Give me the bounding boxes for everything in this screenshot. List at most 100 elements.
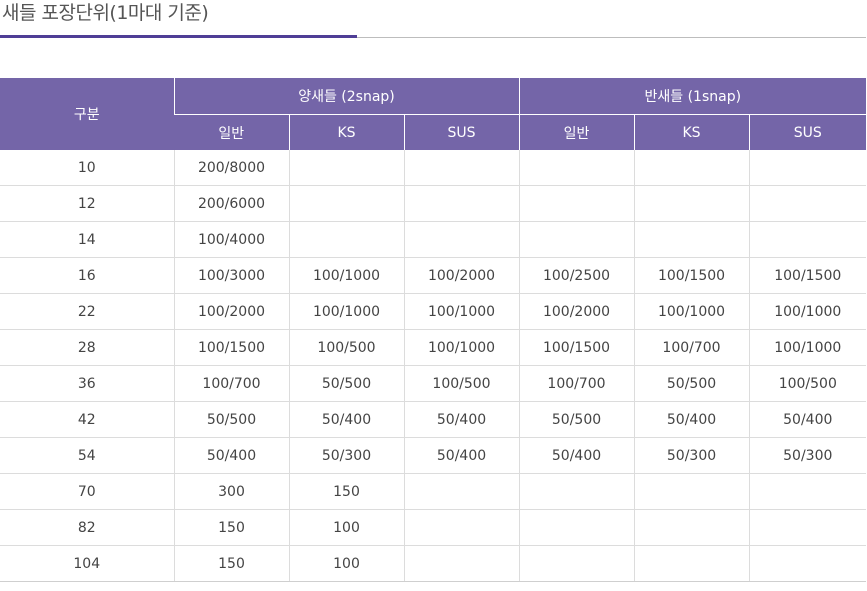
table-row: 10 200/8000 bbox=[0, 150, 867, 186]
header-row-groups: 구분 양새들 (2snap) 반새들 (1snap) bbox=[0, 78, 867, 150]
cell-size: 54 bbox=[0, 437, 174, 474]
cell-size: 104 bbox=[0, 545, 174, 582]
cell-double-ks bbox=[288, 150, 404, 186]
page-title: 새들 포장단위(1마대 기준) bbox=[2, 2, 209, 24]
cell-double-ks: 100 bbox=[288, 545, 404, 582]
cell-single-general bbox=[518, 150, 635, 186]
cell-single-ks: 100/700 bbox=[633, 329, 750, 366]
cell-size: 14 bbox=[0, 221, 174, 258]
cell-double-general: 50/500 bbox=[173, 401, 289, 438]
cell-single-general bbox=[518, 185, 635, 222]
header-type-ks: KS bbox=[633, 114, 750, 150]
cell-single-general: 100/700 bbox=[518, 365, 635, 402]
header-type-sus: SUS bbox=[403, 114, 520, 150]
cell-double-general: 300 bbox=[173, 473, 289, 510]
cell-double-ks: 50/500 bbox=[288, 365, 404, 402]
cell-size: 16 bbox=[0, 257, 174, 294]
cell-single-general: 100/2500 bbox=[518, 257, 635, 294]
cell-single-general bbox=[518, 509, 635, 546]
cell-single-ks bbox=[633, 509, 750, 546]
cell-double-ks: 100 bbox=[288, 509, 404, 546]
cell-single-sus bbox=[748, 473, 867, 510]
cell-single-general bbox=[518, 221, 635, 258]
table-body: 10 200/8000 12 200/6000 14 100/4000 16 100/3000… bbox=[0, 150, 867, 582]
header-category: 구분 bbox=[0, 78, 174, 150]
cell-single-sus: 100/1000 bbox=[748, 329, 867, 366]
cell-size: 42 bbox=[0, 401, 174, 438]
header-type-general: 일반 bbox=[174, 114, 289, 150]
cell-size: 82 bbox=[0, 509, 174, 546]
cell-single-general: 50/500 bbox=[518, 401, 635, 438]
cell-single-ks bbox=[633, 473, 750, 510]
title-area: 새들 포장단위(1마대 기준) bbox=[0, 0, 867, 38]
header-type-sus: SUS bbox=[748, 114, 867, 150]
cell-single-sus bbox=[748, 509, 867, 546]
cell-double-sus bbox=[403, 545, 520, 582]
cell-single-general bbox=[518, 545, 635, 582]
cell-single-ks bbox=[633, 150, 750, 186]
cell-double-sus: 50/400 bbox=[403, 437, 520, 474]
table-row: 82 150 100 bbox=[0, 509, 867, 546]
cell-double-sus: 100/2000 bbox=[403, 257, 520, 294]
table-row: 36 100/700 50/500 100/500 100/700 50/500 100/5… bbox=[0, 365, 867, 402]
cell-double-general: 50/400 bbox=[173, 437, 289, 474]
table-row: 12 200/6000 bbox=[0, 185, 867, 222]
cell-double-sus bbox=[403, 473, 520, 510]
cell-double-ks: 100/1000 bbox=[288, 293, 404, 330]
cell-double-general: 200/6000 bbox=[173, 185, 289, 222]
table-row: 28 100/1500 100/500 100/1000 100/1500 100/700… bbox=[0, 329, 867, 366]
cell-double-general: 150 bbox=[173, 509, 289, 546]
cell-double-ks: 100/500 bbox=[288, 329, 404, 366]
packaging-table: 구분 양새들 (2snap) 반새들 (1snap) 일반 KS SUS 일반 … bbox=[0, 78, 867, 582]
table-row: 42 50/500 50/400 50/400 50/500 50/400 50/400 bbox=[0, 401, 867, 438]
cell-size: 36 bbox=[0, 365, 174, 402]
cell-single-sus bbox=[748, 221, 867, 258]
cell-double-ks bbox=[288, 221, 404, 258]
cell-double-ks: 50/400 bbox=[288, 401, 404, 438]
cell-double-sus: 100/500 bbox=[403, 365, 520, 402]
cell-single-general bbox=[518, 473, 635, 510]
table-row: 16 100/3000 100/1000 100/2000 100/2500 100/15… bbox=[0, 257, 867, 294]
cell-single-sus: 100/500 bbox=[748, 365, 867, 402]
cell-single-sus: 50/300 bbox=[748, 437, 867, 474]
cell-single-general: 100/2000 bbox=[518, 293, 635, 330]
cell-size: 22 bbox=[0, 293, 174, 330]
cell-single-ks: 50/400 bbox=[633, 401, 750, 438]
cell-double-general: 100/3000 bbox=[173, 257, 289, 294]
table-row: 70 300 150 bbox=[0, 473, 867, 510]
header-row-types: 일반 KS SUS 일반 KS SUS bbox=[0, 114, 867, 150]
cell-double-sus: 50/400 bbox=[403, 401, 520, 438]
cell-single-ks: 100/1000 bbox=[633, 293, 750, 330]
table-row: 14 100/4000 bbox=[0, 221, 867, 258]
table-row: 22 100/2000 100/1000 100/1000 100/2000 100/10… bbox=[0, 293, 867, 330]
table-row: 104 150 100 bbox=[0, 545, 867, 582]
title-accent-bar bbox=[0, 35, 357, 38]
header-group-single-snap: 반새들 (1snap) bbox=[518, 78, 867, 115]
title-divider bbox=[0, 37, 866, 38]
cell-single-sus: 50/400 bbox=[748, 401, 867, 438]
table-row: 54 50/400 50/300 50/400 50/400 50/300 50/300 bbox=[0, 437, 867, 474]
table-header: 구분 양새들 (2snap) 반새들 (1snap) 일반 KS SUS 일반 … bbox=[0, 78, 867, 150]
cell-single-sus bbox=[748, 185, 867, 222]
cell-size: 70 bbox=[0, 473, 174, 510]
cell-single-sus: 100/1500 bbox=[748, 257, 867, 294]
cell-double-ks bbox=[288, 185, 404, 222]
cell-double-sus bbox=[403, 185, 520, 222]
cell-double-general: 200/8000 bbox=[173, 150, 289, 186]
cell-double-sus bbox=[403, 221, 520, 258]
cell-double-ks: 50/300 bbox=[288, 437, 404, 474]
cell-double-sus: 100/1000 bbox=[403, 293, 520, 330]
cell-double-sus bbox=[403, 509, 520, 546]
cell-double-general: 150 bbox=[173, 545, 289, 582]
cell-double-general: 100/2000 bbox=[173, 293, 289, 330]
cell-double-general: 100/4000 bbox=[173, 221, 289, 258]
header-group-double-snap: 양새들 (2snap) bbox=[173, 78, 520, 115]
cell-size: 28 bbox=[0, 329, 174, 366]
cell-size: 10 bbox=[0, 150, 174, 186]
cell-single-ks bbox=[633, 221, 750, 258]
cell-single-ks bbox=[633, 545, 750, 582]
cell-double-ks: 100/1000 bbox=[288, 257, 404, 294]
cell-single-ks bbox=[633, 185, 750, 222]
cell-single-sus bbox=[748, 545, 867, 582]
cell-double-sus: 100/1000 bbox=[403, 329, 520, 366]
